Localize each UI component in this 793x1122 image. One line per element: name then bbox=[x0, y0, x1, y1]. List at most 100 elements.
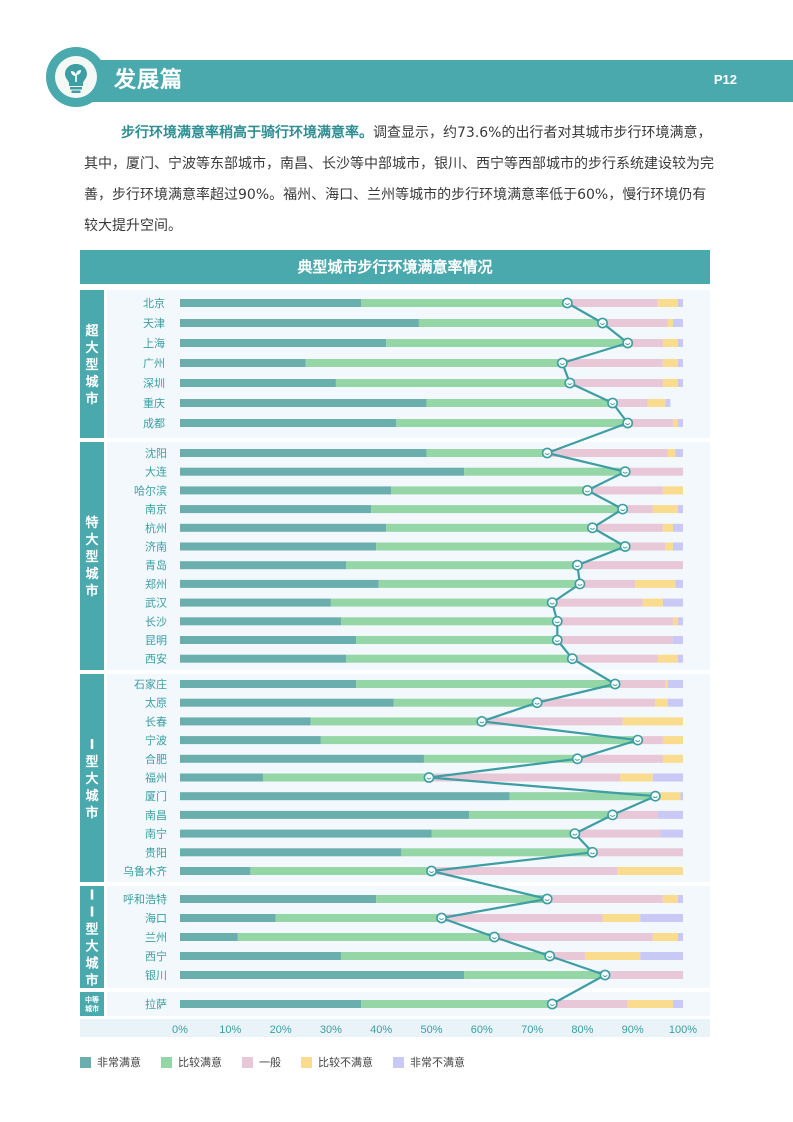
bar-segment bbox=[612, 399, 648, 407]
bar-segment bbox=[180, 654, 346, 663]
bar-segment bbox=[677, 654, 683, 663]
city-label: 海口 bbox=[145, 911, 167, 925]
smile-icon bbox=[438, 917, 445, 920]
bar-segment bbox=[180, 792, 510, 801]
bar-segment bbox=[275, 914, 442, 922]
city-label: 宁波 bbox=[145, 733, 167, 747]
legend-item: 非常满意 bbox=[80, 1054, 141, 1070]
bar-segment bbox=[652, 933, 678, 941]
group-label-box bbox=[80, 886, 104, 988]
bar-segment bbox=[657, 299, 678, 307]
city-label: 石家庄 bbox=[134, 677, 167, 691]
bar-segment bbox=[677, 379, 683, 387]
city-label: 郑州 bbox=[145, 577, 167, 591]
bar-segment bbox=[622, 717, 683, 726]
smile-icon bbox=[547, 955, 553, 958]
bar-segment bbox=[441, 914, 603, 922]
bar-segment bbox=[662, 486, 683, 495]
smile-icon bbox=[625, 422, 631, 425]
bar-segment bbox=[592, 523, 663, 532]
bar-segment bbox=[431, 867, 618, 875]
city-label: 长沙 bbox=[145, 615, 167, 628]
bar-segment bbox=[569, 379, 663, 387]
legend-label: 一般 bbox=[259, 1056, 281, 1069]
bar-segment bbox=[320, 736, 638, 745]
bar-segment bbox=[180, 579, 379, 588]
satisfaction-point bbox=[587, 522, 598, 534]
bar-segment bbox=[426, 449, 548, 457]
legend-label: 非常满意 bbox=[97, 1056, 141, 1069]
satisfaction-point bbox=[574, 578, 586, 590]
bar-segment bbox=[345, 561, 578, 570]
smile-icon bbox=[544, 898, 550, 901]
lightbulb-sprout-icon bbox=[65, 64, 87, 93]
bar-segment bbox=[677, 617, 683, 626]
city-label: 广州 bbox=[143, 357, 165, 370]
bar-segment bbox=[577, 754, 663, 763]
bar-segment bbox=[431, 829, 575, 838]
x-tick-label: 60% bbox=[471, 1024, 493, 1036]
city-label: 西安 bbox=[145, 652, 167, 666]
smile-icon bbox=[559, 362, 565, 365]
smile-icon bbox=[599, 322, 606, 325]
x-tick-label: 90% bbox=[622, 1024, 644, 1036]
satisfaction-point bbox=[619, 541, 631, 552]
smile-icon bbox=[428, 870, 435, 873]
bar-segment bbox=[330, 598, 553, 607]
bar-segment bbox=[665, 542, 673, 551]
bar-segment bbox=[335, 379, 570, 387]
x-tick-label: 50% bbox=[420, 1024, 442, 1036]
bar-segment bbox=[652, 773, 683, 782]
satisfaction-point bbox=[622, 417, 634, 429]
bar-segment bbox=[677, 419, 683, 427]
bar-segment bbox=[592, 848, 683, 857]
bar-segment bbox=[180, 773, 263, 782]
group-label: I 型大城市 bbox=[85, 738, 98, 821]
bar-segment bbox=[625, 467, 683, 476]
x-tick-label: 20% bbox=[270, 1024, 292, 1036]
satisfaction-point bbox=[544, 950, 556, 962]
bar-segment bbox=[356, 680, 616, 688]
bar-segment bbox=[180, 542, 377, 551]
city-label: 太原 bbox=[145, 697, 167, 710]
header-bar bbox=[78, 60, 793, 102]
bar-segment bbox=[386, 523, 593, 532]
satisfaction-point bbox=[607, 397, 618, 409]
bar-segment bbox=[662, 598, 683, 607]
bar-segment bbox=[386, 339, 628, 347]
bar-segment bbox=[635, 579, 676, 588]
bar-segment bbox=[625, 542, 666, 551]
smile-icon bbox=[479, 721, 485, 724]
bar-segment bbox=[660, 829, 683, 838]
bar-segment bbox=[677, 895, 683, 903]
bar-segment bbox=[180, 523, 387, 532]
bar-segment bbox=[180, 867, 251, 875]
chart-legend: 非常满意 比较满意 一般 比较不满意 非常不满意 bbox=[80, 1054, 465, 1070]
city-label: 拉萨 bbox=[145, 997, 167, 1011]
bar-segment bbox=[562, 359, 663, 367]
satisfaction-point bbox=[617, 503, 629, 515]
city-label: 南京 bbox=[145, 502, 167, 516]
bar-segment bbox=[677, 505, 683, 514]
bar-segment bbox=[662, 359, 678, 367]
bar-segment bbox=[250, 867, 432, 875]
city-label: 哈尔滨 bbox=[134, 483, 167, 497]
x-tick-label: 70% bbox=[521, 1024, 543, 1036]
bar-segment bbox=[672, 1000, 683, 1008]
bar-segment bbox=[340, 952, 550, 960]
satisfaction-point bbox=[597, 317, 608, 329]
bar-segment bbox=[418, 319, 603, 327]
city-label: 长春 bbox=[145, 715, 167, 728]
bar-segment bbox=[180, 419, 397, 427]
satisfaction-point bbox=[607, 809, 618, 821]
group-label-box bbox=[80, 442, 104, 670]
bar-segment bbox=[180, 598, 331, 607]
group-panel bbox=[107, 442, 710, 670]
smile-icon bbox=[569, 658, 575, 661]
bar-segment bbox=[587, 486, 663, 495]
bar-segment bbox=[667, 698, 683, 707]
bar-segment bbox=[180, 561, 346, 570]
city-label: 南昌 bbox=[145, 809, 167, 822]
bar-segment bbox=[401, 848, 593, 857]
